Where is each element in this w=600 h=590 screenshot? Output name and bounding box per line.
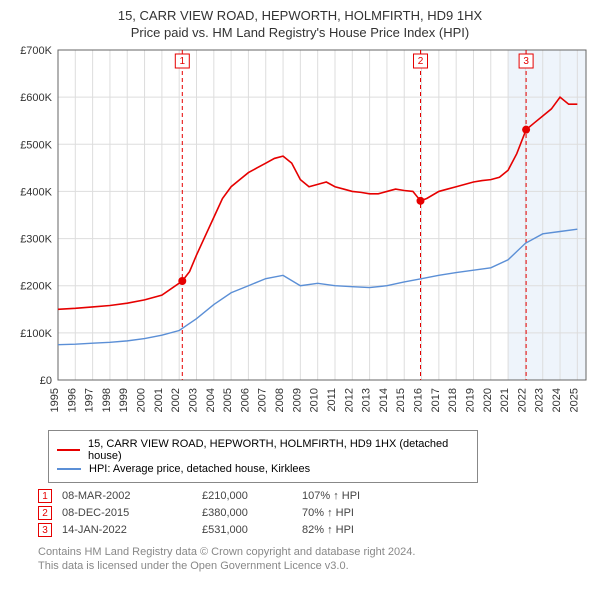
sale-row: 1 08-MAR-2002£210,000107% ↑ HPI xyxy=(38,489,586,503)
svg-text:2003: 2003 xyxy=(187,388,199,412)
svg-text:2001: 2001 xyxy=(153,388,165,412)
svg-text:2021: 2021 xyxy=(499,388,511,412)
svg-text:2020: 2020 xyxy=(482,388,494,412)
svg-text:1997: 1997 xyxy=(84,388,96,412)
title-subtitle: Price paid vs. HM Land Registry's House … xyxy=(8,25,592,40)
svg-text:2019: 2019 xyxy=(464,388,476,412)
svg-text:£400K: £400K xyxy=(20,186,52,198)
svg-text:1: 1 xyxy=(180,56,186,67)
svg-text:2011: 2011 xyxy=(326,388,338,412)
legend-label: 15, CARR VIEW ROAD, HEPWORTH, HOLMFIRTH,… xyxy=(88,438,469,462)
svg-text:£600K: £600K xyxy=(20,92,52,104)
title-address: 15, CARR VIEW ROAD, HEPWORTH, HOLMFIRTH,… xyxy=(8,8,592,23)
sale-date: 14-JAN-2022 xyxy=(62,524,202,536)
legend-swatch xyxy=(57,449,80,451)
sales-table: 1 08-MAR-2002£210,000107% ↑ HPI 2 08-DEC-20… xyxy=(38,489,586,537)
sale-pct-vs-hpi: 107% ↑ HPI xyxy=(302,490,412,502)
sale-date: 08-DEC-2015 xyxy=(62,507,202,519)
svg-text:2023: 2023 xyxy=(534,388,546,412)
svg-text:2000: 2000 xyxy=(136,388,148,412)
svg-text:£200K: £200K xyxy=(20,281,52,293)
svg-text:2: 2 xyxy=(418,56,424,67)
svg-text:2025: 2025 xyxy=(568,388,580,412)
title-block: 15, CARR VIEW ROAD, HEPWORTH, HOLMFIRTH,… xyxy=(8,8,592,40)
svg-text:3: 3 xyxy=(523,56,529,67)
attribution: Contains HM Land Registry data © Crown c… xyxy=(38,545,586,574)
attribution-line1: Contains HM Land Registry data © Crown c… xyxy=(38,545,586,559)
svg-text:2014: 2014 xyxy=(378,388,390,412)
svg-text:2015: 2015 xyxy=(395,388,407,412)
svg-text:2022: 2022 xyxy=(516,388,528,412)
sale-date: 08-MAR-2002 xyxy=(62,490,202,502)
svg-text:2018: 2018 xyxy=(447,388,459,412)
sale-row: 3 14-JAN-2022£531,00082% ↑ HPI xyxy=(38,523,586,537)
price-chart: £0 £100K £200K £300K £400K £500K £600K £700K 199… xyxy=(8,44,592,424)
svg-text:2007: 2007 xyxy=(257,388,269,412)
svg-text:2017: 2017 xyxy=(430,388,442,412)
svg-text:2024: 2024 xyxy=(551,388,563,412)
sale-pct-vs-hpi: 70% ↑ HPI xyxy=(302,507,412,519)
sale-marker-index: 2 xyxy=(38,506,52,520)
svg-text:1996: 1996 xyxy=(66,388,78,412)
legend-item: HPI: Average price, detached house, Kirk… xyxy=(57,463,469,475)
sale-marker-index: 3 xyxy=(38,523,52,537)
legend-label: HPI: Average price, detached house, Kirk… xyxy=(89,463,310,475)
svg-text:£700K: £700K xyxy=(20,45,52,57)
sale-price: £380,000 xyxy=(202,507,302,519)
sale-price: £210,000 xyxy=(202,490,302,502)
svg-text:2002: 2002 xyxy=(170,388,182,412)
svg-text:2004: 2004 xyxy=(205,388,217,412)
svg-text:£0: £0 xyxy=(40,375,52,387)
svg-text:2006: 2006 xyxy=(239,388,251,412)
sale-row: 2 08-DEC-2015£380,00070% ↑ HPI xyxy=(38,506,586,520)
svg-text:£100K: £100K xyxy=(20,328,52,340)
svg-text:2013: 2013 xyxy=(361,388,373,412)
svg-text:2008: 2008 xyxy=(274,388,286,412)
sale-price: £531,000 xyxy=(202,524,302,536)
svg-text:2012: 2012 xyxy=(343,388,355,412)
legend-swatch xyxy=(57,468,81,470)
svg-text:1998: 1998 xyxy=(101,388,113,412)
legend: 15, CARR VIEW ROAD, HEPWORTH, HOLMFIRTH,… xyxy=(48,430,478,483)
svg-text:£500K: £500K xyxy=(20,139,52,151)
svg-text:1995: 1995 xyxy=(49,388,61,412)
svg-text:2009: 2009 xyxy=(291,388,303,412)
svg-text:2016: 2016 xyxy=(413,388,425,412)
sale-pct-vs-hpi: 82% ↑ HPI xyxy=(302,524,412,536)
attribution-line2: This data is licensed under the Open Gov… xyxy=(38,559,586,573)
svg-text:£300K: £300K xyxy=(20,234,52,246)
svg-text:1999: 1999 xyxy=(118,388,130,412)
sale-marker-index: 1 xyxy=(38,489,52,503)
svg-text:2005: 2005 xyxy=(222,388,234,412)
chart-svg: £0 £100K £200K £300K £400K £500K £600K £700K 199… xyxy=(8,44,592,424)
svg-text:2010: 2010 xyxy=(309,388,321,412)
legend-item: 15, CARR VIEW ROAD, HEPWORTH, HOLMFIRTH,… xyxy=(57,438,469,462)
